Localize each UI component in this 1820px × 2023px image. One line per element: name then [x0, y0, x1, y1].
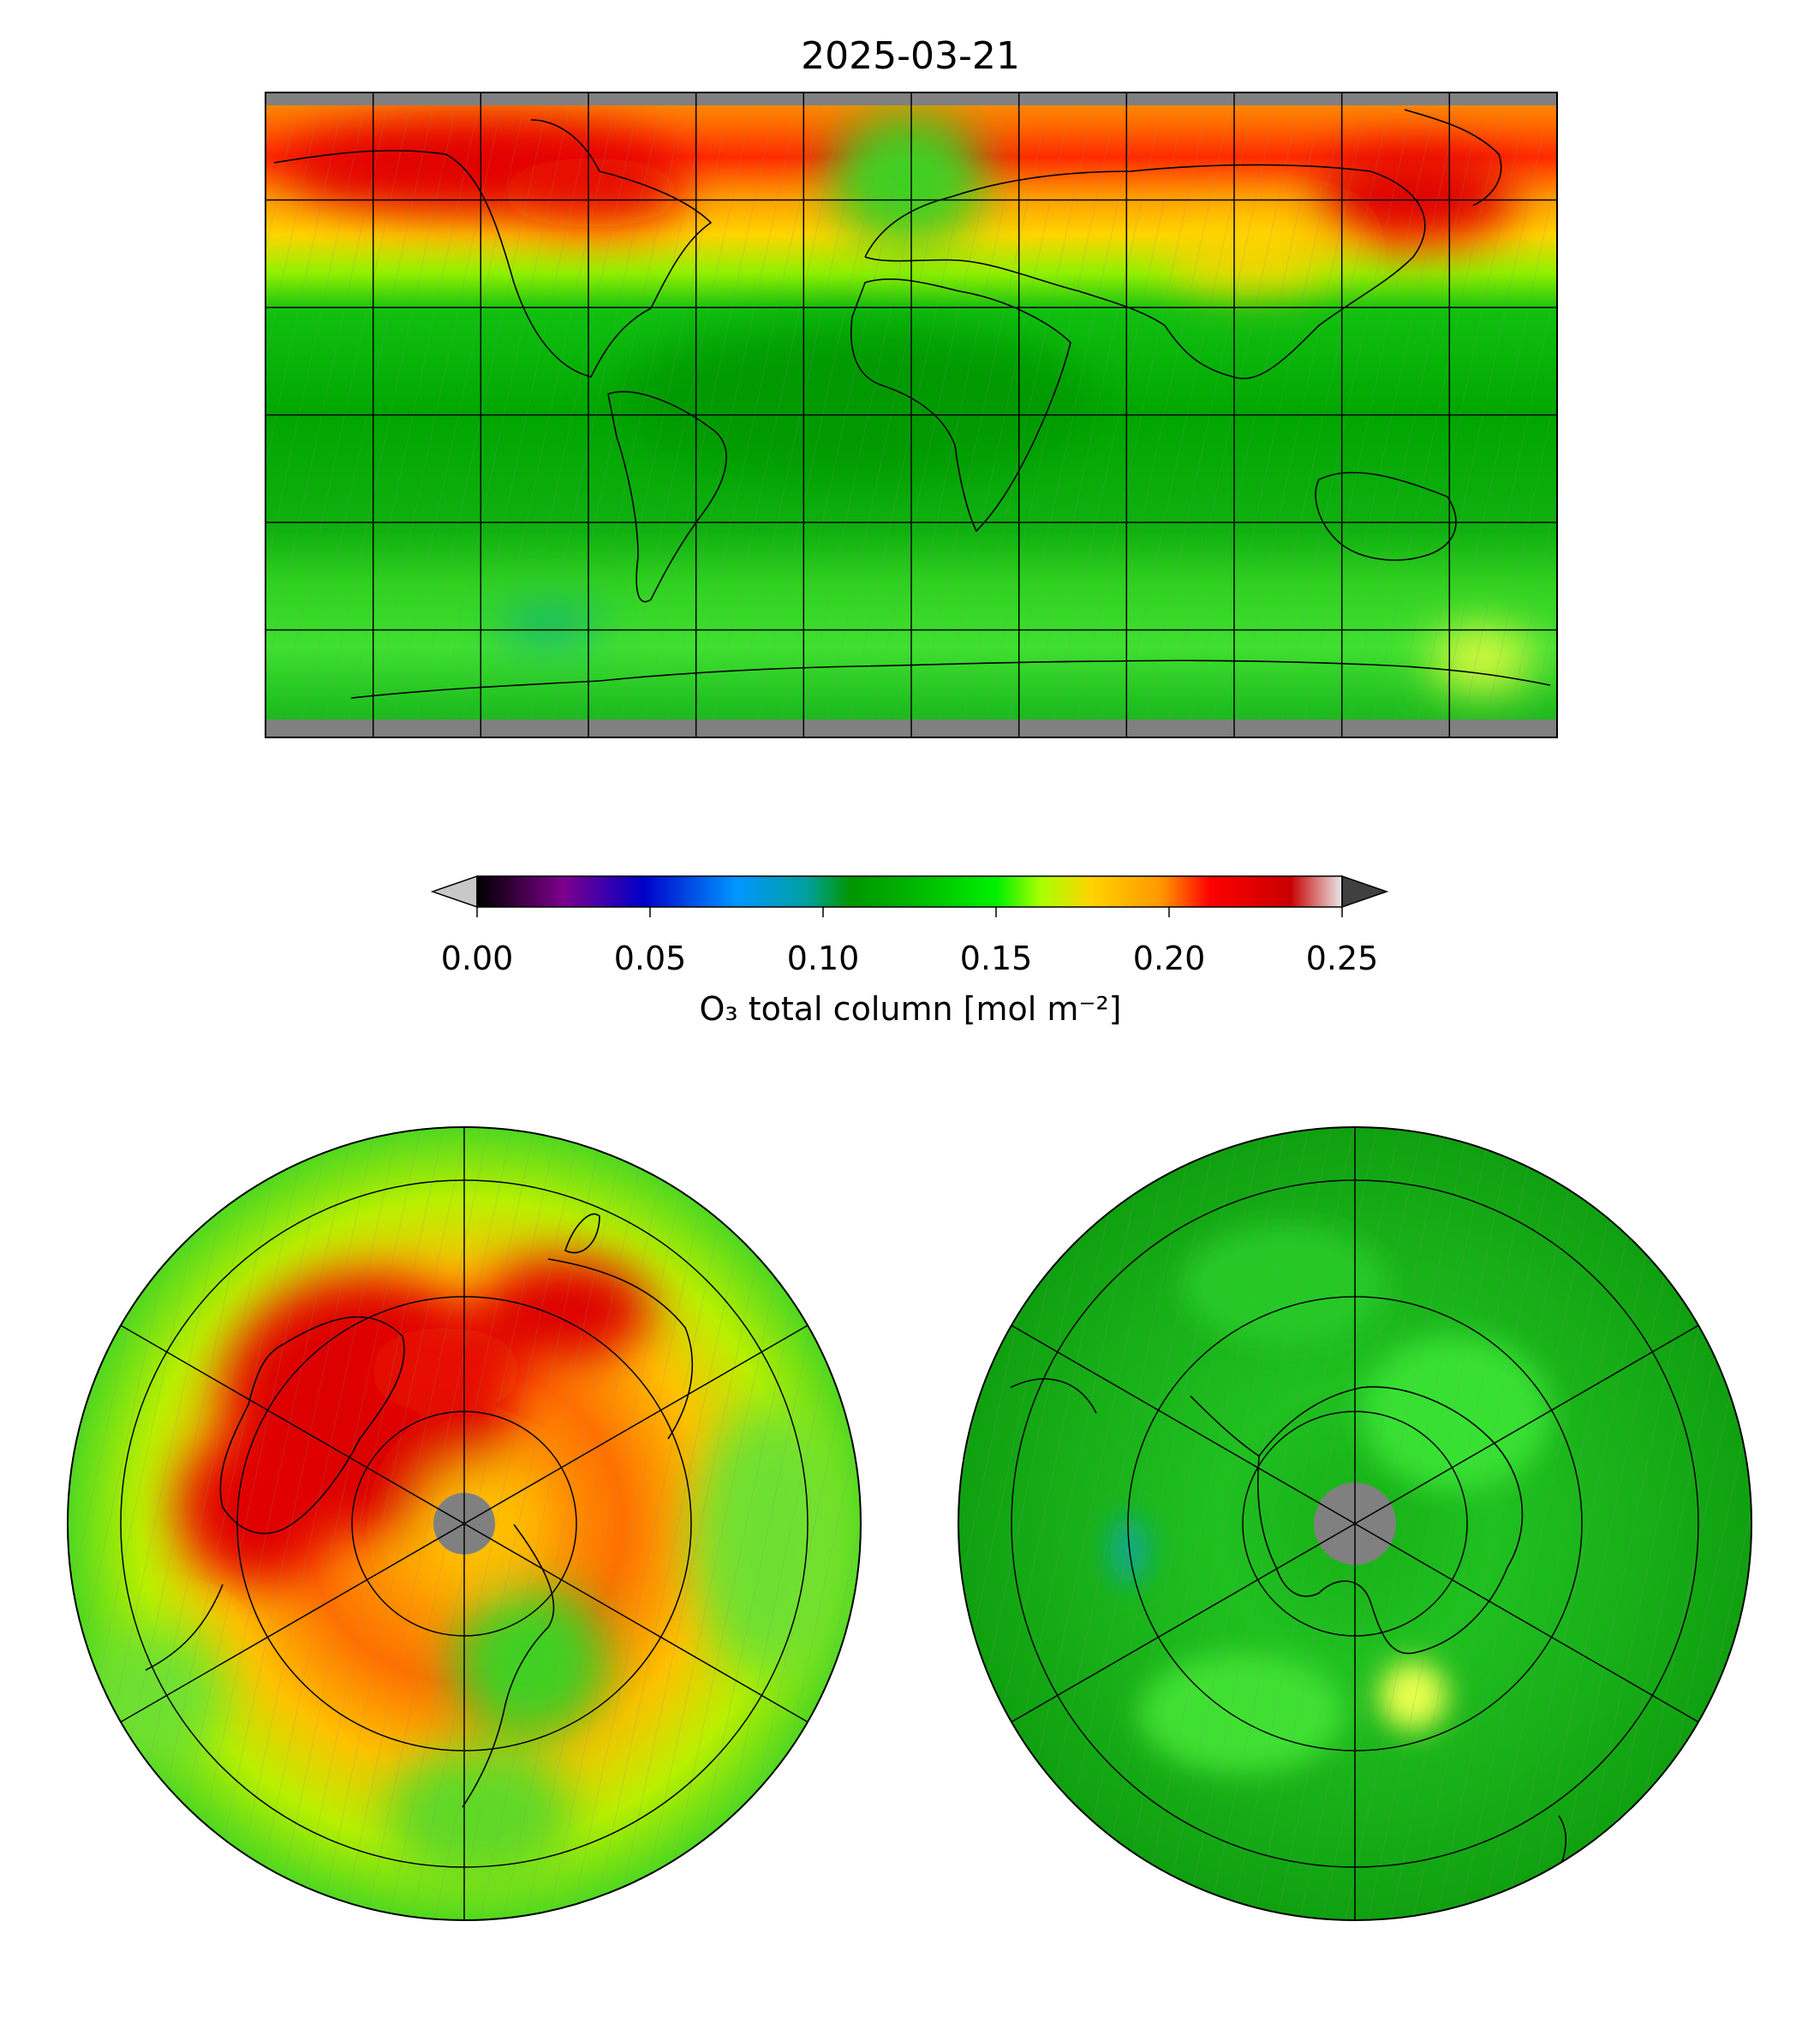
coastlines — [273, 109, 1551, 699]
south-gridlines — [1011, 1127, 1699, 1920]
north-coastlines — [145, 1213, 693, 1808]
colorbar-over-extension — [1341, 874, 1389, 909]
north-gridlines — [120, 1127, 809, 1920]
south-polar-map — [958, 1126, 1752, 1921]
colorbar-label: O₃ total column [mol m⁻²] — [699, 990, 1121, 1028]
global-frame — [265, 92, 1558, 738]
colorbar-tick-label: 0.15 — [960, 940, 1033, 977]
colorbar-tick-label: 0.00 — [441, 940, 514, 977]
colorbar-ticks: 0.00 0.05 0.10 0.15 0.20 0.25 — [441, 907, 1379, 977]
north-polar-map — [67, 1126, 862, 1921]
colorbar-tick-label: 0.20 — [1133, 940, 1206, 977]
colorbar-tick-label: 0.05 — [614, 940, 687, 977]
colorbar: 0.00 0.05 0.10 0.15 0.20 0.25 O₃ total column… — [430, 874, 1389, 1028]
colorbar-bar — [477, 876, 1342, 907]
colorbar-tick-label: 0.10 — [787, 940, 860, 977]
colorbar-outline — [476, 875, 1343, 908]
south-frame — [958, 1126, 1752, 1921]
figure-title: 2025-03-21 — [801, 34, 1020, 78]
north-frame — [67, 1126, 862, 1921]
colorbar-under-extension — [430, 874, 478, 909]
colorbar-tick-label: 0.25 — [1306, 940, 1379, 977]
global-map — [265, 92, 1558, 738]
global-gridlines — [266, 92, 1557, 737]
